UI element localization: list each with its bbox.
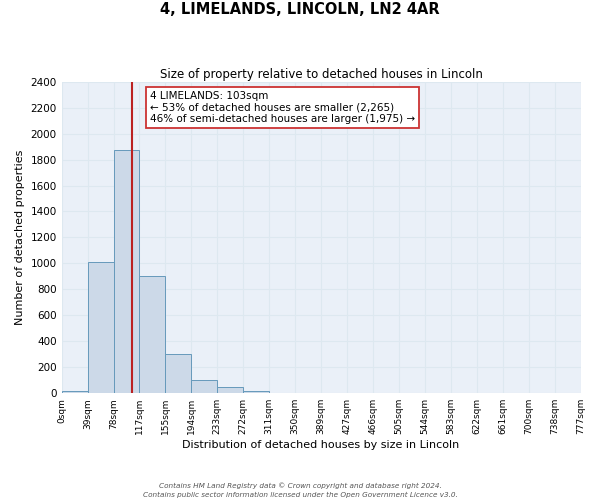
Bar [217, 388, 243, 393]
Bar [62, 390, 88, 393]
Text: 4, LIMELANDS, LINCOLN, LN2 4AR: 4, LIMELANDS, LINCOLN, LN2 4AR [160, 2, 440, 18]
Bar [113, 150, 139, 393]
Title: Size of property relative to detached houses in Lincoln: Size of property relative to detached ho… [160, 68, 482, 80]
Bar [166, 354, 191, 393]
Bar [191, 380, 217, 393]
Text: Contains HM Land Registry data © Crown copyright and database right 2024.
Contai: Contains HM Land Registry data © Crown c… [143, 482, 457, 498]
Text: 4 LIMELANDS: 103sqm
← 53% of detached houses are smaller (2,265)
46% of semi-det: 4 LIMELANDS: 103sqm ← 53% of detached ho… [150, 91, 415, 124]
Y-axis label: Number of detached properties: Number of detached properties [15, 150, 25, 325]
Bar [88, 262, 113, 393]
Bar [243, 390, 269, 393]
X-axis label: Distribution of detached houses by size in Lincoln: Distribution of detached houses by size … [182, 440, 460, 450]
Bar [139, 276, 166, 393]
